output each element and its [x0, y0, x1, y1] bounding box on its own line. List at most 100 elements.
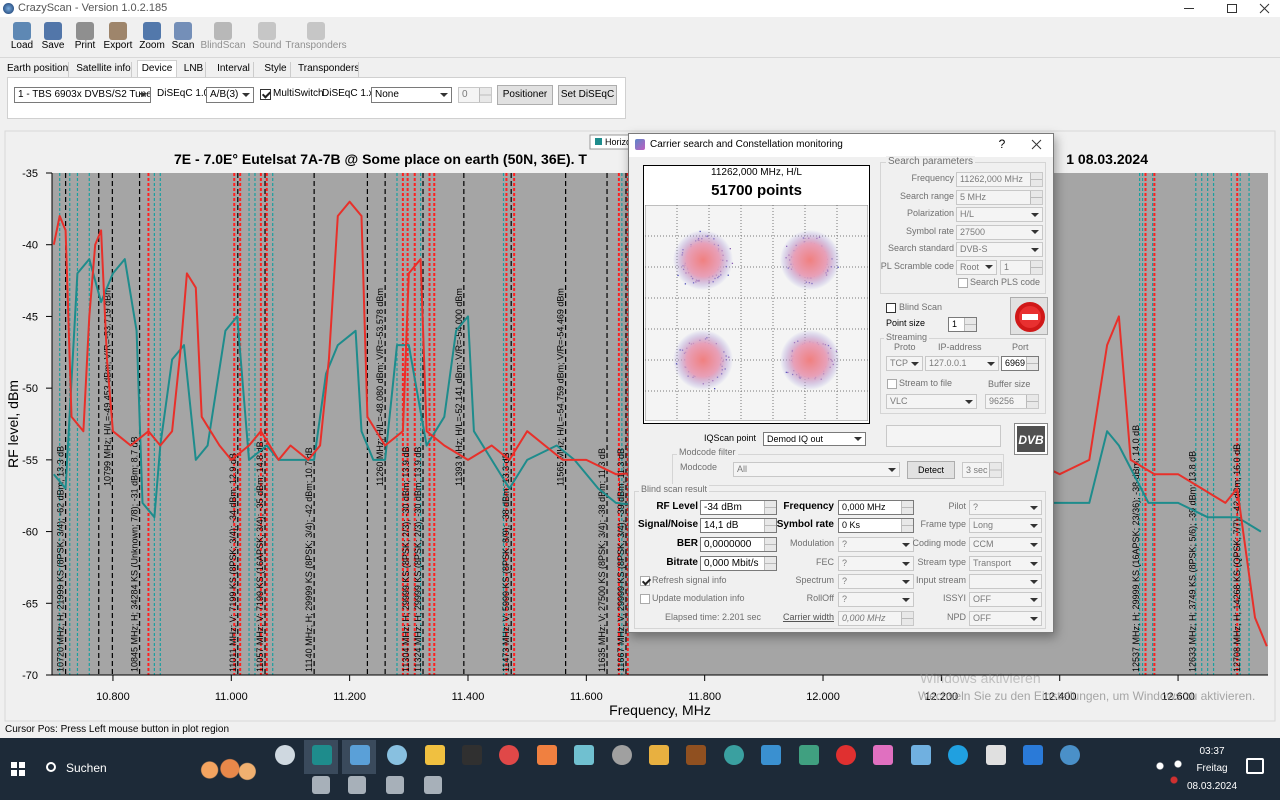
point-size-label: Point size — [886, 318, 926, 328]
stop-button[interactable] — [1010, 297, 1048, 335]
result-label: Signal/Noise — [637, 519, 698, 530]
marker-label: 11565 MHz; H/L=-54.759 dBm; V/R=-54.469 … — [556, 288, 566, 486]
x-tick-label: 12.400 — [1043, 691, 1077, 703]
diseqc1x-select[interactable]: None — [371, 87, 452, 103]
update-checkbox[interactable] — [640, 594, 650, 604]
search-param-spin[interactable]: 1 — [1000, 259, 1043, 275]
result-value[interactable]: 0 Ks — [838, 518, 914, 533]
taskbar-icon-small[interactable] — [424, 776, 442, 794]
search-param-select[interactable]: Root — [956, 259, 997, 275]
search-param-value[interactable]: DVB-S — [956, 242, 1043, 257]
start-button[interactable] — [11, 762, 25, 776]
taskbar-icon-small[interactable] — [386, 776, 404, 794]
search-param-value[interactable]: 11262,000 MHz — [956, 172, 1043, 187]
tab[interactable]: Satellite info — [76, 62, 132, 78]
tab[interactable]: LNB — [182, 62, 206, 78]
result-value[interactable]: OFF — [969, 592, 1042, 607]
result-label: Coding mode — [912, 538, 966, 548]
search-param-value[interactable]: 5 MHz — [956, 189, 1043, 205]
toolbar-icon — [174, 22, 192, 40]
plot-title-end: 1 08.03.2024 — [1066, 151, 1148, 167]
dialog-close-button[interactable] — [1024, 136, 1050, 154]
result-label: BER — [676, 538, 698, 549]
refresh-checkbox[interactable] — [640, 576, 650, 586]
ip-select[interactable]: 127.0.0.1 — [925, 356, 999, 371]
close-button[interactable] — [1250, 0, 1280, 17]
dvb-logo: DVB — [1014, 423, 1048, 455]
interval-spin[interactable]: 3 sec — [962, 462, 1002, 478]
result-value[interactable]: 14,1 dB — [700, 518, 777, 533]
tab-active[interactable]: Device — [137, 60, 177, 78]
search-param-value[interactable]: H/L — [956, 207, 1043, 222]
result-value[interactable]: CCM — [969, 537, 1042, 552]
iq-select[interactable]: Demod IQ out — [763, 432, 866, 446]
result-value[interactable]: -34 dBm — [700, 500, 777, 515]
stop-icon — [1015, 302, 1045, 332]
signal-box — [886, 425, 1001, 447]
legend-swatch — [595, 138, 602, 145]
result-value[interactable]: Long — [969, 518, 1042, 533]
result-value[interactable]: ? — [838, 537, 914, 552]
search-param-value[interactable]: 27500 — [956, 224, 1043, 240]
y-tick-label: -45 — [22, 311, 38, 323]
result-value[interactable]: ? — [969, 500, 1042, 515]
pls-checkbox[interactable] — [958, 278, 968, 288]
blind-scan-checkbox[interactable] — [886, 303, 896, 313]
notification-button[interactable] — [1246, 758, 1264, 774]
marker-label: 11324 MHz; H; 29999 KS (8PSK; 2/3); -30 … — [413, 447, 423, 672]
proto-select[interactable]: TCP — [886, 356, 923, 371]
result-label: ISSYI — [942, 593, 966, 603]
result-value[interactable]: ? — [838, 556, 914, 571]
point-size-spin[interactable]: 1 — [948, 317, 977, 332]
result-value[interactable] — [969, 574, 1042, 589]
result-label: RF Level — [656, 501, 698, 512]
diseqc1x-label: DiSEqC 1.x: — [322, 88, 377, 99]
diseqc1x-spin[interactable]: 0 — [458, 87, 492, 103]
result-value[interactable]: OFF — [969, 611, 1042, 626]
result-value[interactable]: ? — [838, 592, 914, 607]
taskbar-icon-small[interactable] — [348, 776, 366, 794]
minimize-button[interactable] — [1172, 0, 1206, 17]
tab[interactable]: Transponders — [298, 62, 359, 78]
taskbar-icon-small[interactable] — [312, 776, 330, 794]
tab[interactable]: Interval — [214, 62, 254, 78]
clock-day: Freitag — [1196, 763, 1228, 774]
taskbar-icon-glyph — [312, 745, 333, 765]
result-value[interactable]: 0,000 Mbit/s — [700, 556, 777, 571]
x-tick-label: 11.200 — [333, 691, 366, 703]
result-label: Spectrum — [795, 575, 834, 585]
result-label: Modulation — [789, 538, 834, 548]
diseqc10-select[interactable]: A/B(3) — [206, 87, 254, 103]
search-box[interactable] — [36, 752, 194, 786]
player-select[interactable]: VLC — [886, 394, 977, 409]
marker-label: 11011 MHz; V; 7199 KS (8PSK; 3/4); -34 d… — [228, 453, 238, 672]
watermark: Windows aktivieren — [920, 670, 1041, 686]
maximize-button[interactable] — [1214, 0, 1248, 17]
x-tick-label: 12.200 — [925, 691, 959, 703]
detect-button[interactable]: Detect — [907, 461, 955, 479]
y-tick-label: -35 — [22, 168, 38, 180]
result-value[interactable]: 0,000 MHz — [838, 611, 914, 626]
taskbar-icon-glyph — [536, 745, 557, 765]
set-diseqc-button[interactable]: Set DiSEqC — [558, 85, 617, 105]
result-value[interactable]: ? — [838, 574, 914, 589]
taskbar-icon-glyph — [761, 745, 782, 765]
buffer-spin[interactable]: 96256 — [985, 394, 1039, 409]
modcode-label: Modcode — [680, 462, 718, 472]
port-spin[interactable]: 6969 — [1001, 356, 1039, 371]
positioner-button[interactable]: Positioner — [497, 85, 553, 105]
result-value[interactable]: 0,000 MHz — [838, 500, 914, 515]
tab[interactable]: Style — [261, 62, 291, 78]
tuner-select[interactable]: 1 - TBS 6903x DVBS/S2 Tuner 1 — [14, 87, 151, 103]
modcode-select[interactable]: All — [733, 462, 900, 477]
tab[interactable]: Earth position — [7, 62, 69, 78]
stream-file-checkbox[interactable] — [887, 379, 897, 389]
result-value[interactable]: Transport — [969, 556, 1042, 571]
multiswitch-checkbox[interactable] — [260, 89, 271, 100]
marker-label: 11057 MHz; V; 7199 KS (16APSK; 3/4); -35… — [255, 441, 265, 672]
result-value[interactable]: 0,0000000 — [700, 537, 777, 552]
x-axis-label: Frequency, MHz — [609, 702, 711, 718]
result-label: Bitrate — [666, 557, 698, 568]
taskbar-icon-glyph — [686, 745, 707, 765]
dialog-help-button[interactable]: ? — [998, 137, 1006, 151]
